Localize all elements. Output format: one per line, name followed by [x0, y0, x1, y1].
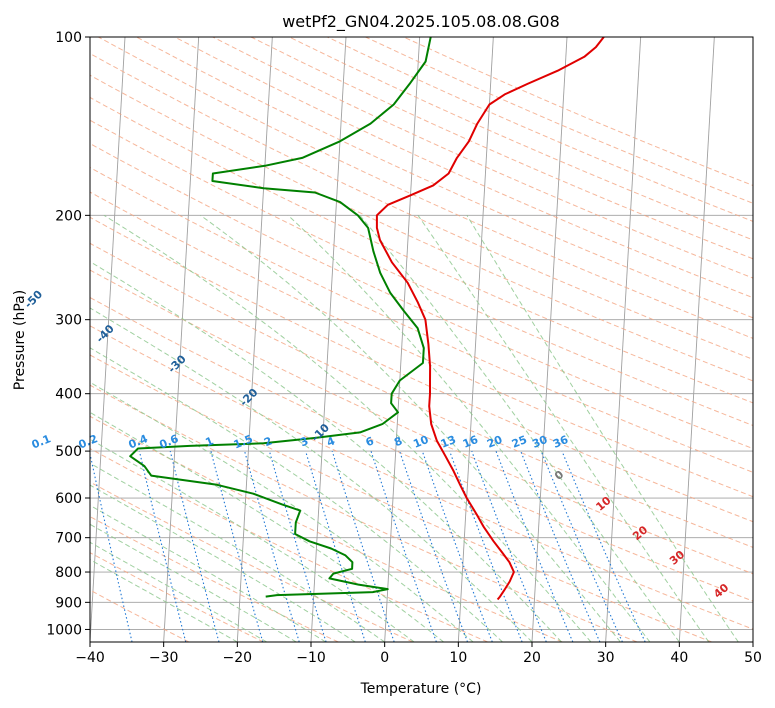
x-tick-label: −40	[75, 650, 105, 666]
mixing-ratio-label: 8	[392, 434, 404, 449]
isotherm-line	[310, 37, 347, 642]
y-tick-label: 400	[55, 387, 82, 403]
y-tick-label: 500	[55, 444, 82, 460]
mixing-ratio-line	[90, 451, 133, 642]
mixing-ratio-line	[421, 450, 493, 642]
data-series	[129, 37, 605, 601]
mixing-ratio-line	[471, 450, 547, 642]
moist-adiabat	[417, 215, 710, 642]
moist-adiabat	[90, 523, 297, 642]
chart-title: wetPf2_GN04.2025.105.08.08.G08	[282, 12, 560, 32]
dry-adiabat	[174, 37, 753, 299]
mixing-ratio-line	[520, 450, 601, 642]
moist-adiabat	[90, 307, 533, 642]
x-tick-label: −10	[296, 650, 326, 666]
x-tick-label: 10	[449, 650, 467, 666]
dry-adiabat	[90, 354, 712, 642]
y-tick-label: 200	[55, 208, 82, 224]
x-axis-label: Temperature (°C)	[360, 681, 482, 697]
y-axis-label: Pressure (hPa)	[12, 290, 28, 390]
moist-adiabat	[466, 215, 739, 642]
isotherm-line	[678, 37, 715, 642]
moist-adiabat	[90, 260, 562, 642]
mixing-ratio-line	[540, 450, 623, 642]
isotherm-line	[163, 37, 200, 642]
temperature-profile	[375, 37, 605, 601]
x-tick-label: 40	[670, 650, 688, 666]
dry-adiabat	[90, 325, 753, 630]
mixing-ratio-label: 1	[204, 434, 216, 449]
y-tick-label: 900	[55, 595, 82, 611]
dry-adiabat	[90, 216, 753, 523]
mixing-ratio-line	[370, 450, 437, 642]
y-tick-label: 700	[55, 531, 82, 547]
moist-adiabat	[90, 347, 503, 642]
mixing-ratio-label: 3	[298, 434, 310, 449]
dry-adiabat	[90, 448, 488, 642]
mixing-ratio-label: 10	[411, 433, 430, 451]
dewpoint-profile	[129, 37, 432, 598]
mixing-ratio-label: 16	[461, 433, 480, 451]
x-tick-label: 0	[380, 650, 389, 666]
dry-adiabat	[98, 37, 753, 339]
mixing-ratio-line	[561, 450, 646, 642]
dry-adiabat	[90, 589, 190, 642]
background-lines	[90, 37, 753, 642]
moist-adiabat	[90, 381, 474, 642]
x-tick-label: −20	[223, 650, 253, 666]
mixing-ratio-line	[244, 450, 300, 642]
mixing-ratio-label: 30	[530, 433, 549, 451]
dry-adiabat	[90, 166, 753, 473]
mixing-ratio-line	[210, 450, 264, 642]
y-tick-label: 600	[55, 491, 82, 507]
moist-adiabat	[200, 214, 621, 642]
y-tick-label: 300	[55, 313, 82, 329]
dry-adiabat	[136, 37, 753, 319]
moist-adiabat	[90, 438, 415, 642]
moist-adiabat	[90, 462, 385, 642]
mixing-ratio-label: 13	[439, 433, 458, 451]
x-tick-label: 30	[597, 650, 615, 666]
isotherm-line	[236, 37, 273, 642]
mixing-ratio-line	[399, 450, 469, 642]
mixing-ratio-line	[268, 450, 327, 642]
moist-adiabat	[359, 214, 680, 642]
dry-adiabat	[90, 269, 753, 575]
mixing-ratio-label: 20	[485, 433, 504, 451]
mixing-ratio-line	[449, 450, 523, 642]
mixing-ratio-label: 25	[510, 433, 529, 451]
mixing-ratio-line	[305, 450, 366, 642]
moist-adiabat	[90, 504, 326, 642]
dry-adiabat	[90, 191, 753, 498]
dry-adiabat	[90, 516, 339, 642]
isotherm-line	[90, 37, 126, 642]
moist-adiabat	[90, 541, 268, 642]
isotherm-line	[384, 37, 421, 642]
mixing-ratio-line	[138, 450, 187, 642]
moist-adiabat	[90, 484, 356, 642]
mixing-ratio-line	[495, 450, 574, 642]
dry-adiabat	[90, 52, 753, 360]
y-tick-label: 1000	[46, 622, 82, 638]
y-tick-label: 800	[55, 565, 82, 581]
moist-adiabat	[90, 559, 238, 642]
axes-ticks: −40 −30 −20 −10 0 10 20 30 40 50 100 200 300 400 500 60…	[46, 30, 762, 666]
mixing-ratio-line	[169, 450, 220, 642]
y-tick-label: 100	[55, 30, 82, 46]
mixing-ratio-label: 36	[551, 433, 570, 451]
moist-adiabat	[103, 214, 592, 642]
plot-frame	[89, 36, 754, 643]
moist-adiabat	[90, 411, 444, 642]
x-tick-label: −30	[149, 650, 179, 666]
x-tick-label: 20	[523, 650, 541, 666]
mixing-ratio-line	[331, 450, 395, 642]
x-tick-label: 50	[744, 650, 762, 666]
moist-adiabat	[287, 214, 651, 642]
mixing-ratio-label: 2	[262, 434, 274, 449]
